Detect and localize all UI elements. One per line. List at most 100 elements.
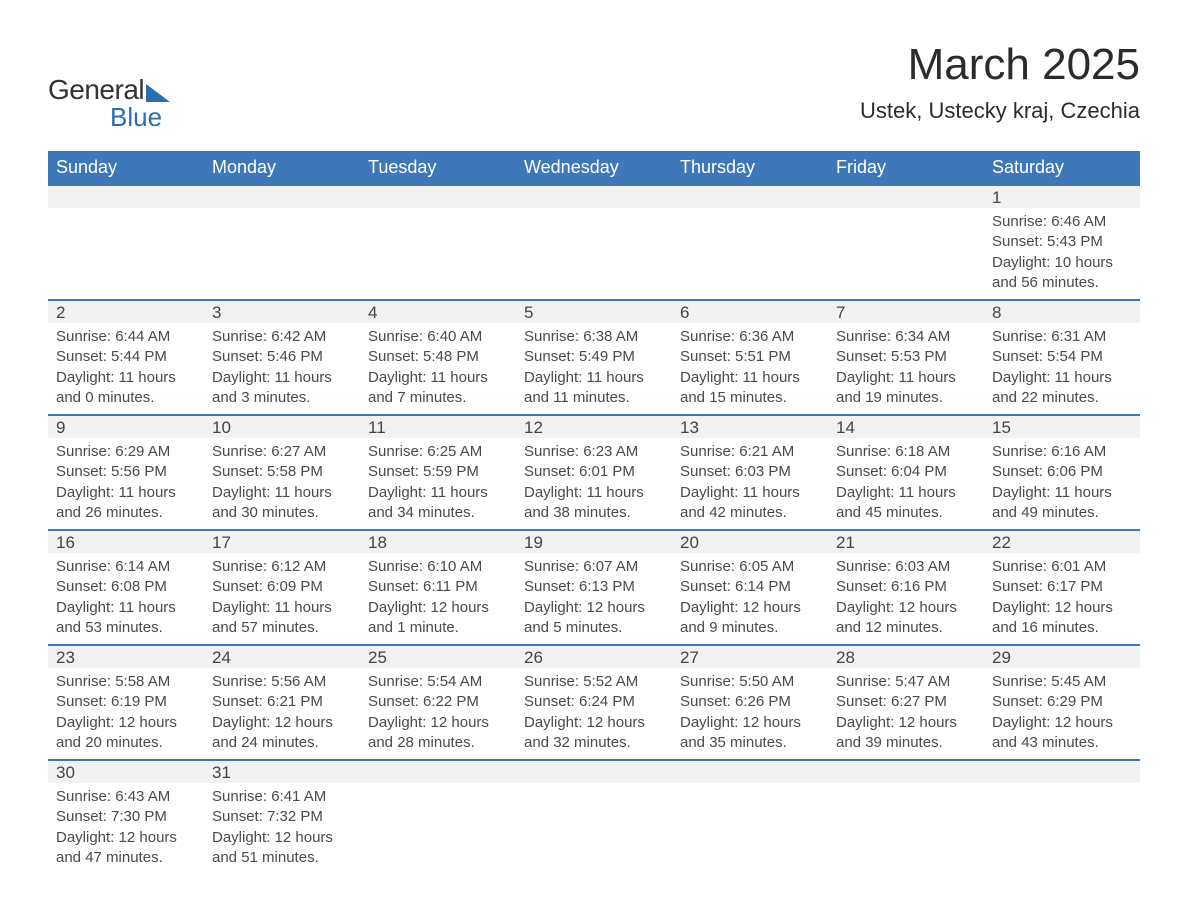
calendar-daynum-row: 16171819202122 bbox=[48, 530, 1140, 553]
day-sunrise: Sunrise: 5:47 AM bbox=[836, 672, 976, 692]
day-info-cell: Sunrise: 5:56 AMSunset: 6:21 PMDaylight:… bbox=[204, 668, 360, 760]
day-number-cell bbox=[984, 760, 1140, 783]
day-sunrise: Sunrise: 6:14 AM bbox=[56, 557, 196, 577]
day-daylight2: and 7 minutes. bbox=[368, 388, 508, 408]
day-sunset: Sunset: 5:58 PM bbox=[212, 462, 352, 482]
day-sunrise: Sunrise: 6:07 AM bbox=[524, 557, 664, 577]
day-daylight2: and 19 minutes. bbox=[836, 388, 976, 408]
day-daylight2: and 22 minutes. bbox=[992, 388, 1132, 408]
day-number-cell: 12 bbox=[516, 415, 672, 438]
day-daylight1: Daylight: 12 hours bbox=[992, 713, 1132, 733]
day-info-cell: Sunrise: 6:14 AMSunset: 6:08 PMDaylight:… bbox=[48, 553, 204, 645]
logo: General Blue bbox=[48, 40, 170, 133]
calendar-info-row: Sunrise: 6:14 AMSunset: 6:08 PMDaylight:… bbox=[48, 553, 1140, 645]
day-number-cell: 4 bbox=[360, 300, 516, 323]
header: General Blue March 2025 Ustek, Ustecky k… bbox=[48, 40, 1140, 133]
day-sunset: Sunset: 6:04 PM bbox=[836, 462, 976, 482]
day-daylight2: and 16 minutes. bbox=[992, 618, 1132, 638]
day-daylight2: and 38 minutes. bbox=[524, 503, 664, 523]
month-title: March 2025 bbox=[860, 40, 1140, 90]
calendar-daynum-row: 23242526272829 bbox=[48, 645, 1140, 668]
day-daylight1: Daylight: 11 hours bbox=[212, 598, 352, 618]
day-sunrise: Sunrise: 6:36 AM bbox=[680, 327, 820, 347]
day-daylight1: Daylight: 12 hours bbox=[836, 713, 976, 733]
day-info-cell bbox=[672, 208, 828, 300]
calendar-table: Sunday Monday Tuesday Wednesday Thursday… bbox=[48, 151, 1140, 874]
day-number-cell bbox=[828, 760, 984, 783]
day-sunset: Sunset: 6:08 PM bbox=[56, 577, 196, 597]
day-number-cell: 5 bbox=[516, 300, 672, 323]
day-info-cell: Sunrise: 5:52 AMSunset: 6:24 PMDaylight:… bbox=[516, 668, 672, 760]
day-sunrise: Sunrise: 6:29 AM bbox=[56, 442, 196, 462]
day-daylight2: and 9 minutes. bbox=[680, 618, 820, 638]
day-daylight1: Daylight: 12 hours bbox=[56, 713, 196, 733]
day-info-cell: Sunrise: 6:31 AMSunset: 5:54 PMDaylight:… bbox=[984, 323, 1140, 415]
day-sunset: Sunset: 6:16 PM bbox=[836, 577, 976, 597]
day-number-cell: 30 bbox=[48, 760, 204, 783]
day-sunset: Sunset: 5:48 PM bbox=[368, 347, 508, 367]
day-sunset: Sunset: 6:22 PM bbox=[368, 692, 508, 712]
day-sunset: Sunset: 6:21 PM bbox=[212, 692, 352, 712]
day-daylight2: and 56 minutes. bbox=[992, 273, 1132, 293]
day-sunrise: Sunrise: 6:38 AM bbox=[524, 327, 664, 347]
day-number-cell: 9 bbox=[48, 415, 204, 438]
day-daylight2: and 42 minutes. bbox=[680, 503, 820, 523]
logo-triangle-icon bbox=[146, 84, 170, 102]
day-sunset: Sunset: 6:26 PM bbox=[680, 692, 820, 712]
calendar-daynum-row: 2345678 bbox=[48, 300, 1140, 323]
day-daylight1: Daylight: 11 hours bbox=[56, 368, 196, 388]
day-sunrise: Sunrise: 6:43 AM bbox=[56, 787, 196, 807]
day-sunset: Sunset: 6:19 PM bbox=[56, 692, 196, 712]
day-info-cell: Sunrise: 6:01 AMSunset: 6:17 PMDaylight:… bbox=[984, 553, 1140, 645]
calendar-daynum-row: 1 bbox=[48, 185, 1140, 208]
day-info-cell: Sunrise: 6:36 AMSunset: 5:51 PMDaylight:… bbox=[672, 323, 828, 415]
day-daylight1: Daylight: 11 hours bbox=[368, 483, 508, 503]
day-info-cell: Sunrise: 6:27 AMSunset: 5:58 PMDaylight:… bbox=[204, 438, 360, 530]
day-daylight2: and 12 minutes. bbox=[836, 618, 976, 638]
day-info-cell bbox=[516, 208, 672, 300]
day-info-cell bbox=[828, 208, 984, 300]
day-number-cell: 10 bbox=[204, 415, 360, 438]
day-sunset: Sunset: 6:17 PM bbox=[992, 577, 1132, 597]
day-daylight2: and 39 minutes. bbox=[836, 733, 976, 753]
day-info-cell: Sunrise: 6:44 AMSunset: 5:44 PMDaylight:… bbox=[48, 323, 204, 415]
day-info-cell: Sunrise: 5:45 AMSunset: 6:29 PMDaylight:… bbox=[984, 668, 1140, 760]
day-info-cell bbox=[48, 208, 204, 300]
day-sunrise: Sunrise: 6:10 AM bbox=[368, 557, 508, 577]
day-daylight1: Daylight: 11 hours bbox=[56, 598, 196, 618]
day-sunset: Sunset: 6:09 PM bbox=[212, 577, 352, 597]
day-number-cell bbox=[48, 185, 204, 208]
day-daylight2: and 35 minutes. bbox=[680, 733, 820, 753]
day-info-cell: Sunrise: 5:47 AMSunset: 6:27 PMDaylight:… bbox=[828, 668, 984, 760]
day-number-cell: 11 bbox=[360, 415, 516, 438]
day-sunset: Sunset: 6:14 PM bbox=[680, 577, 820, 597]
day-daylight2: and 26 minutes. bbox=[56, 503, 196, 523]
day-sunset: Sunset: 6:24 PM bbox=[524, 692, 664, 712]
day-info-cell: Sunrise: 6:25 AMSunset: 5:59 PMDaylight:… bbox=[360, 438, 516, 530]
day-number-cell: 19 bbox=[516, 530, 672, 553]
day-daylight1: Daylight: 12 hours bbox=[836, 598, 976, 618]
weekday-header: Saturday bbox=[984, 151, 1140, 185]
day-sunrise: Sunrise: 6:44 AM bbox=[56, 327, 196, 347]
calendar-info-row: Sunrise: 5:58 AMSunset: 6:19 PMDaylight:… bbox=[48, 668, 1140, 760]
day-sunset: Sunset: 5:54 PM bbox=[992, 347, 1132, 367]
day-info-cell: Sunrise: 6:40 AMSunset: 5:48 PMDaylight:… bbox=[360, 323, 516, 415]
calendar-info-row: Sunrise: 6:46 AMSunset: 5:43 PMDaylight:… bbox=[48, 208, 1140, 300]
day-number-cell: 31 bbox=[204, 760, 360, 783]
day-sunrise: Sunrise: 5:56 AM bbox=[212, 672, 352, 692]
day-daylight1: Daylight: 11 hours bbox=[992, 483, 1132, 503]
day-daylight1: Daylight: 12 hours bbox=[524, 598, 664, 618]
day-number-cell: 6 bbox=[672, 300, 828, 323]
day-sunrise: Sunrise: 6:12 AM bbox=[212, 557, 352, 577]
day-sunset: Sunset: 5:44 PM bbox=[56, 347, 196, 367]
day-daylight1: Daylight: 12 hours bbox=[680, 598, 820, 618]
day-daylight1: Daylight: 11 hours bbox=[524, 483, 664, 503]
day-number-cell: 29 bbox=[984, 645, 1140, 668]
day-sunset: Sunset: 5:43 PM bbox=[992, 232, 1132, 252]
day-daylight2: and 28 minutes. bbox=[368, 733, 508, 753]
day-daylight2: and 1 minute. bbox=[368, 618, 508, 638]
day-info-cell: Sunrise: 6:38 AMSunset: 5:49 PMDaylight:… bbox=[516, 323, 672, 415]
day-daylight1: Daylight: 11 hours bbox=[56, 483, 196, 503]
day-sunrise: Sunrise: 5:50 AM bbox=[680, 672, 820, 692]
day-daylight1: Daylight: 11 hours bbox=[680, 483, 820, 503]
